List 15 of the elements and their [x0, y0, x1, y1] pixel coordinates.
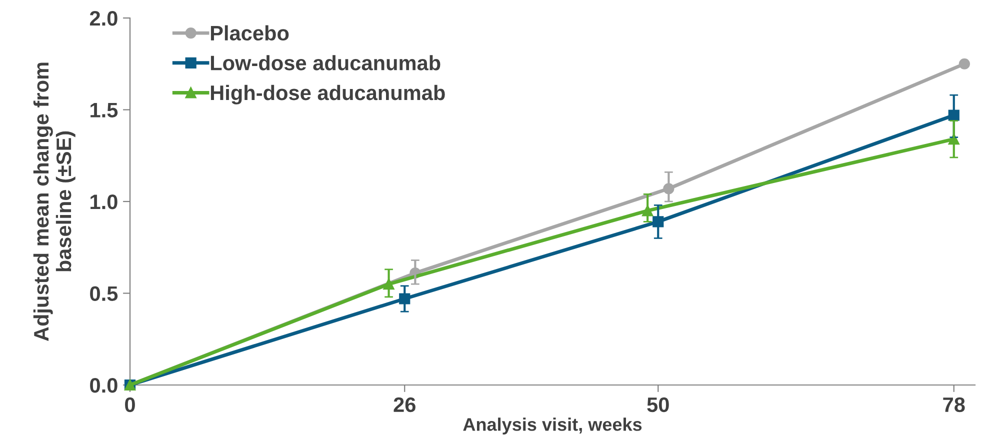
y-tick-label: 0.0 [90, 378, 118, 393]
y-tick-label: 2.0 [90, 11, 118, 26]
y-axis-title: Adjusted mean change from baseline (±SE) [33, 62, 76, 342]
x-axis-title: Analysis visit, weeks [463, 418, 642, 434]
x-tick-label: 50 [647, 397, 669, 412]
legend-label: Placebo [210, 25, 289, 41]
y-tick-label: 1.0 [90, 194, 118, 210]
x-tick-label: 26 [394, 397, 416, 412]
legend-label: High-dose aducanumab [210, 84, 445, 104]
legend-label: Low-dose aducanumab [210, 55, 440, 70]
x-tick-label: 78 [943, 397, 965, 412]
point [958, 58, 970, 70]
x-tick-label: 0 [125, 397, 135, 412]
y-tick-label: 0.5 [90, 286, 118, 302]
y-tick-label: 1.5 [90, 102, 118, 118]
